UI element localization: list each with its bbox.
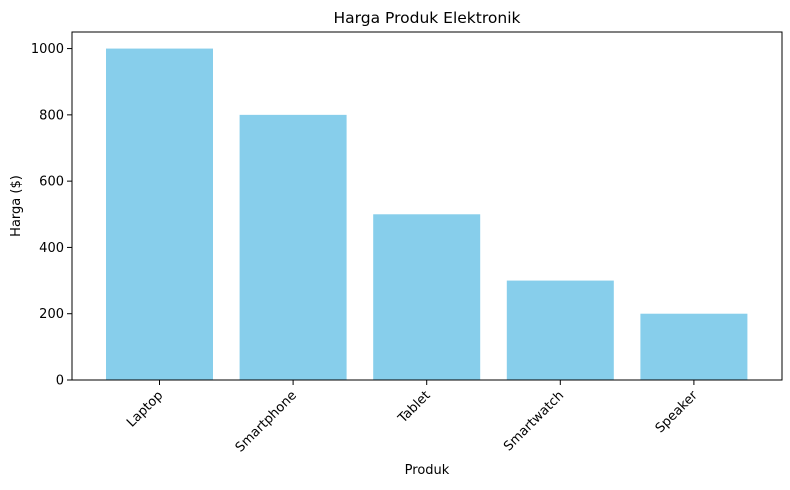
y-tick-label: 400: [39, 241, 64, 256]
bar-speaker: [640, 313, 748, 380]
plot-frame: [71, 31, 783, 381]
y-axis-label: Harga ($): [9, 175, 24, 237]
y-tick-label: 600: [39, 175, 64, 190]
bars-group: [106, 48, 748, 380]
chart-title: Harga Produk Elektronik: [334, 9, 521, 27]
x-tick-label: Tablet: [395, 388, 434, 427]
y-tick-label: 1000: [31, 42, 64, 57]
bar-tablet: [373, 214, 481, 380]
y-tick-label: 800: [39, 108, 64, 123]
bar-smartwatch: [506, 280, 614, 380]
y-tick-label: 200: [39, 307, 64, 322]
x-tick-label: Speaker: [653, 388, 701, 436]
bar-smartphone: [239, 114, 347, 380]
x-axis: Laptop Smartphone Tablet Smartwatch Speaker: [124, 380, 701, 455]
x-axis-label: Produk: [405, 463, 450, 478]
y-axis: 0 200 400 600 800 1000: [31, 42, 72, 389]
x-tick-label: Smartwatch: [501, 388, 567, 454]
y-tick-label: 0: [56, 374, 64, 389]
x-tick-label: Smartphone: [233, 388, 300, 455]
bar-laptop: [106, 48, 213, 380]
x-tick-label: Laptop: [124, 388, 166, 430]
